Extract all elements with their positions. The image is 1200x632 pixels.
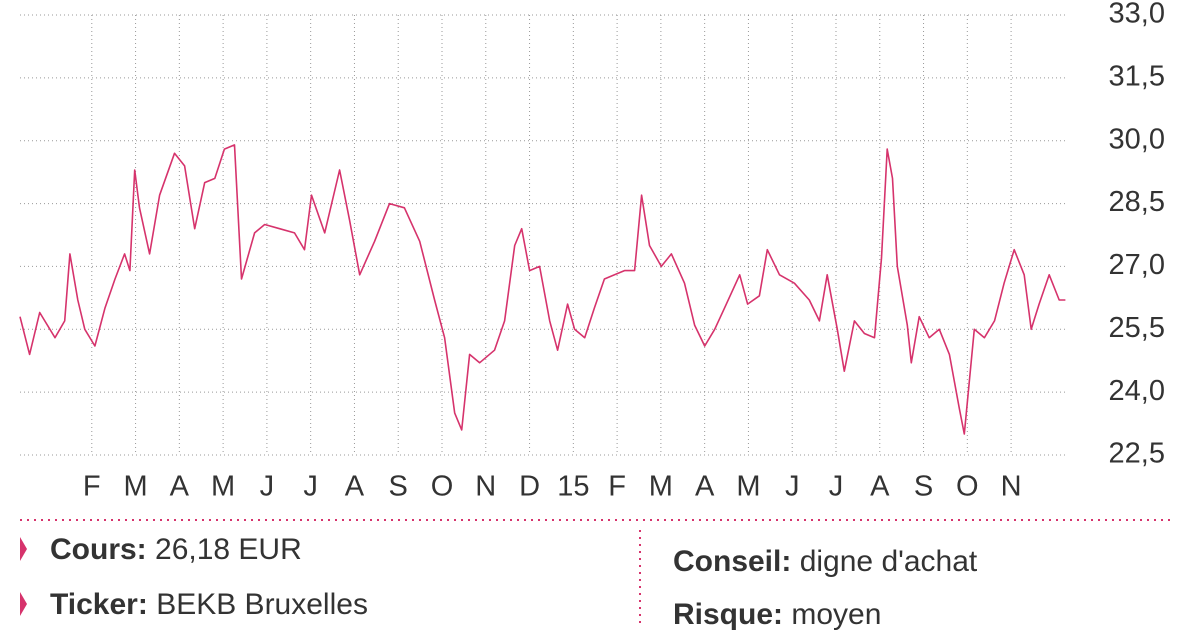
info-item: Cours: 26,18 EUR [50, 533, 302, 567]
info-label: Conseil: [673, 545, 792, 578]
y-tick-label: 33,0 [1109, 0, 1165, 30]
info-label: Ticker: [50, 588, 148, 621]
info-label: Cours: [50, 533, 147, 566]
x-tick-label: M [649, 471, 673, 503]
x-tick-label: J [260, 471, 275, 503]
x-tick-label: S [914, 471, 933, 503]
y-tick-label: 25,5 [1109, 312, 1165, 344]
x-tick-label: N [475, 471, 496, 503]
x-tick-label: M [211, 471, 235, 503]
price-line [19, 144, 1066, 435]
info-label: Risque: [673, 598, 784, 631]
bullet [20, 592, 27, 616]
info-item: Risque: moyen [673, 598, 881, 632]
y-tick-label: 22,5 [1109, 438, 1165, 470]
x-tick-label: 15 [557, 471, 589, 503]
y-tick-label: 27,0 [1109, 249, 1165, 281]
x-tick-label: S [389, 471, 408, 503]
x-tick-label: M [736, 471, 760, 503]
info-value: 26,18 EUR [155, 533, 302, 566]
x-tick-label: J [785, 471, 800, 503]
x-tick-label: N [1001, 471, 1022, 503]
y-tick-label: 31,5 [1109, 61, 1165, 93]
x-tick-label: J [829, 471, 844, 503]
info-value: moyen [791, 598, 882, 631]
x-tick-label: D [519, 471, 540, 503]
x-tick-label: A [170, 471, 190, 503]
y-tick-label: 28,5 [1109, 186, 1165, 218]
x-tick-label: A [345, 471, 365, 503]
x-tick-label: M [123, 471, 147, 503]
info-value: digne d'achat [799, 545, 978, 578]
x-tick-label: F [83, 471, 101, 503]
y-tick-label: 30,0 [1109, 123, 1165, 155]
bullet [20, 537, 27, 561]
x-tick-label: A [695, 471, 715, 503]
info-item: Conseil: digne d'achat [673, 545, 977, 579]
x-tick-label: A [870, 471, 890, 503]
x-tick-label: J [303, 471, 318, 503]
x-tick-label: O [431, 471, 454, 503]
x-tick-label: F [608, 471, 626, 503]
info-value: BEKB Bruxelles [156, 588, 368, 621]
y-tick-label: 24,0 [1109, 375, 1165, 407]
info-item: Ticker: BEKB Bruxelles [50, 588, 368, 622]
x-tick-label: O [956, 471, 979, 503]
